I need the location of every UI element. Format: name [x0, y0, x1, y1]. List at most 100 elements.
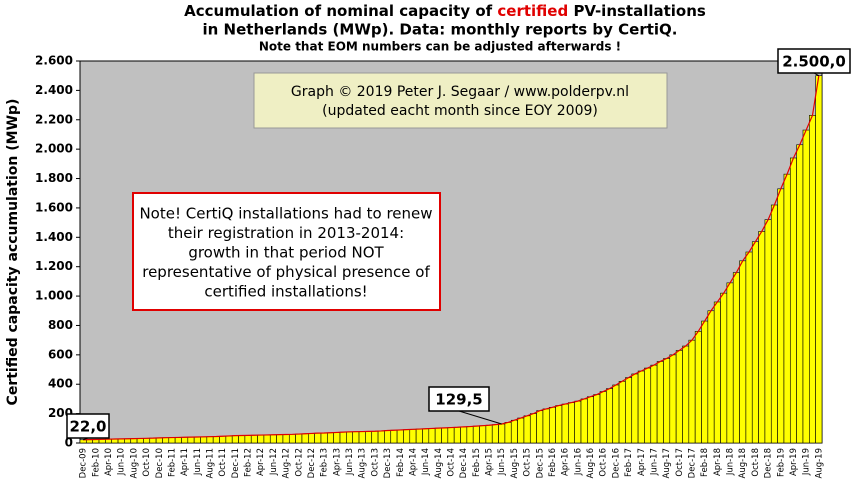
bar — [377, 430, 385, 444]
bar — [365, 431, 373, 444]
bar — [637, 370, 645, 444]
bar — [713, 301, 721, 444]
x-tick-label: Jun-15 — [497, 448, 507, 476]
y-tick-label: 2.000 — [35, 142, 73, 156]
bar — [136, 438, 144, 444]
bar — [701, 320, 709, 444]
bar — [568, 402, 575, 444]
bar — [783, 173, 791, 444]
value-label: 2.500,0 — [782, 53, 846, 71]
bar — [580, 398, 588, 444]
bar — [193, 436, 201, 444]
x-tick-label: Dec-11 — [231, 448, 241, 478]
bar — [618, 380, 626, 444]
bar — [460, 426, 468, 444]
y-tick-label: 600 — [48, 347, 73, 361]
x-tick-label: Dec-12 — [307, 448, 317, 478]
bar — [669, 354, 677, 444]
x-tick-label: Jun-14 — [421, 448, 431, 476]
bar — [206, 436, 214, 444]
bar — [339, 431, 347, 444]
x-tick-label: Aug-10 — [129, 448, 139, 478]
x-tick-label: Aug-13 — [358, 448, 368, 478]
x-tick-label: Dec-14 — [459, 448, 469, 478]
bar — [485, 424, 493, 444]
credit-box — [253, 72, 668, 129]
title-part: Accumulation of nominal capacity of — [184, 2, 497, 20]
x-tick-label: Apr-12 — [256, 448, 266, 476]
x-tick-label: Feb-13 — [320, 448, 330, 477]
chart-title: in Netherlands (MWp). Data: monthly repo… — [203, 21, 678, 39]
bar — [523, 415, 531, 444]
bar — [764, 219, 772, 444]
callout-box — [66, 413, 110, 439]
bar — [732, 272, 740, 444]
bar — [384, 430, 392, 444]
bar — [789, 157, 797, 444]
bar — [212, 436, 220, 444]
note-text: their registration in 2013-2014: — [168, 224, 404, 242]
x-tick-label: Oct-10 — [142, 448, 152, 477]
bar — [479, 425, 487, 444]
bar — [802, 129, 810, 444]
x-tick-label: Aug-18 — [738, 448, 748, 478]
bar — [441, 427, 449, 444]
bar — [225, 435, 233, 444]
bar — [263, 434, 271, 444]
x-tick-label: Oct-11 — [218, 448, 228, 477]
x-tick-label: Dec-09 — [79, 448, 89, 478]
x-tick-label: Oct-17 — [675, 448, 685, 477]
x-tick-label: Oct-16 — [599, 448, 609, 477]
bar — [295, 433, 303, 444]
x-tick-label: Jun-16 — [573, 448, 583, 476]
x-tick-label: Apr-17 — [637, 448, 647, 476]
bar — [612, 384, 620, 444]
x-tick-label: Oct-13 — [370, 448, 380, 477]
bar — [574, 400, 582, 444]
x-tick-label: Aug-14 — [434, 448, 444, 478]
bar — [650, 364, 658, 444]
x-tick-label: Feb-17 — [624, 448, 634, 477]
x-tick-label: Jun-19 — [802, 448, 812, 476]
bar — [187, 436, 195, 444]
bar — [200, 436, 208, 444]
bar — [561, 403, 569, 444]
y-tick-label: 2.600 — [35, 54, 73, 68]
x-tick-label: Jun-10 — [117, 448, 127, 476]
bar — [694, 331, 702, 444]
x-tick-label: Apr-13 — [332, 448, 342, 476]
y-tick-label: 1.800 — [35, 171, 73, 185]
bar — [770, 204, 778, 444]
title-part: PV-installations — [568, 2, 706, 20]
y-tick-label: 2.200 — [35, 112, 73, 126]
bar — [358, 431, 366, 444]
y-tick-label: 2.400 — [35, 83, 73, 97]
bar — [238, 435, 246, 444]
bar — [409, 429, 417, 444]
x-tick-label: Apr-10 — [104, 448, 114, 476]
bar — [327, 432, 334, 444]
bar — [625, 377, 633, 444]
bar — [352, 431, 360, 444]
bar — [536, 410, 544, 444]
x-tick-label: Dec-10 — [155, 448, 165, 478]
bar — [517, 417, 525, 444]
x-tick-label: Jun-17 — [649, 448, 659, 476]
bar — [656, 361, 664, 444]
callout-box — [777, 48, 851, 74]
bar — [301, 433, 309, 444]
bar — [403, 429, 411, 444]
x-tick-label: Oct-14 — [447, 448, 457, 477]
bar — [219, 435, 227, 444]
x-tick-label: Aug-17 — [662, 448, 672, 478]
bar — [276, 434, 284, 444]
x-tick-label: Aug-12 — [282, 448, 292, 478]
bar — [149, 437, 157, 444]
callout-box — [428, 386, 490, 412]
x-tick-label: Dec-16 — [611, 448, 621, 478]
y-tick-label: 400 — [48, 377, 73, 391]
bar — [777, 188, 785, 444]
bar — [333, 432, 341, 444]
bar — [244, 435, 252, 444]
bar — [599, 391, 607, 444]
